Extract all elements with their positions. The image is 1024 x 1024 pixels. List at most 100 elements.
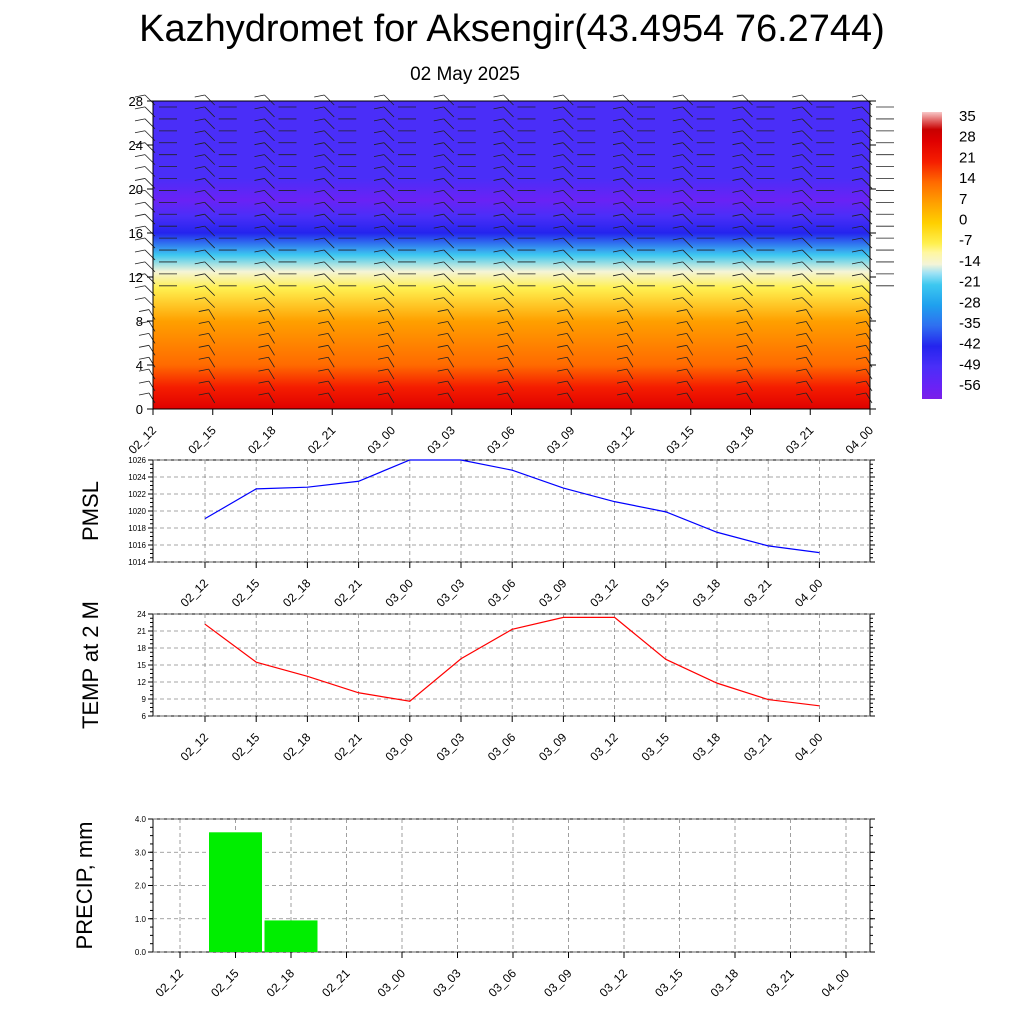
wind-barb [566, 357, 574, 368]
wind-barb [327, 368, 335, 380]
colorbar-label: 28 [959, 129, 976, 146]
chart-title: Kazhydromet for Aksengir(43.4954 76.2744… [139, 8, 885, 50]
wind-barb-flag [373, 213, 385, 217]
wind-barb [443, 118, 455, 130]
wind-barb [208, 345, 216, 356]
wind-barb-flag [433, 154, 444, 157]
wind-barb-flag [732, 225, 743, 229]
x-tick-label: 04_00 [819, 966, 853, 1000]
wind-barb-flag [138, 309, 150, 312]
wind-barb-flag [732, 178, 743, 181]
wind-barb-flag [676, 344, 687, 348]
wind-barb-flag [792, 106, 803, 110]
wind-barb [801, 142, 813, 153]
wind-barb-flag [612, 166, 624, 169]
x-tick-label: 03_15 [663, 423, 697, 457]
wind-barb-flag [557, 392, 568, 396]
wind-barb-flag [612, 94, 624, 98]
temp2m-panel: 6 9 12 15 18 21 24 02_12 02_15 02_18 02_21 03_00 03_… [78, 601, 875, 764]
wind-barb-flag [672, 273, 683, 277]
wind-barb-flag [612, 297, 624, 301]
wind-barb-flag [373, 201, 385, 205]
wind-barb-flag [796, 392, 807, 396]
wind-barb-flag [254, 273, 265, 277]
wind-barb [387, 309, 395, 320]
wind-barb-flag [553, 118, 564, 122]
wind-barb-flag [851, 154, 863, 157]
wind-barb [323, 118, 335, 130]
wind-barb [865, 368, 873, 380]
y-tick-label: 12 [129, 270, 143, 285]
wind-barb-flag [194, 213, 205, 217]
wind-barb-flag [672, 261, 683, 265]
wind-barb [323, 166, 335, 177]
wind-barb-flag [732, 249, 743, 253]
wind-barb-flag [672, 154, 683, 157]
wind-barb-flag [616, 380, 628, 384]
wind-barb [742, 154, 753, 165]
wind-barb-flag [672, 249, 683, 253]
wind-barb [264, 142, 275, 153]
wind-barb-flag [736, 344, 747, 348]
wind-barb-flag [373, 237, 385, 241]
x-tick-label: 03_06 [486, 966, 520, 1000]
y-tick-label: 1018 [128, 524, 146, 533]
wind-barb-flag [792, 297, 803, 301]
wind-barb [682, 190, 694, 201]
wind-barb-flag [851, 261, 863, 265]
wind-barb-flag [557, 309, 568, 312]
wind-barb [562, 178, 574, 189]
wind-barb [622, 166, 634, 177]
wind-barb [208, 368, 216, 380]
wind-barb-flag [672, 142, 683, 146]
wind-barb-flag [553, 189, 564, 193]
wind-barb-flag [314, 261, 325, 265]
wind-barb [268, 380, 275, 392]
x-tick-label: 03_15 [638, 576, 672, 610]
wind-barb [626, 321, 634, 332]
wind-barb [323, 297, 335, 308]
wind-barb [865, 357, 873, 368]
wind-barb [742, 130, 753, 142]
y-tick-label: 15 [137, 661, 146, 670]
wind-barb [383, 225, 395, 237]
wind-barb [507, 357, 514, 368]
wind-barb-flag [792, 94, 803, 98]
wind-barb-flag [851, 249, 863, 253]
wind-barb-flag [553, 106, 564, 110]
wind-barb-flag [377, 392, 389, 396]
wind-barb-flag [437, 321, 448, 324]
wind-barb-flag [612, 106, 624, 110]
wind-barb-flag [194, 130, 205, 134]
wind-barb [503, 190, 514, 201]
wind-barb-flag [855, 344, 867, 348]
wind-barb [208, 357, 216, 368]
wind-barb [562, 273, 574, 285]
wind-barb [208, 321, 216, 332]
x-tick-label: 02_12 [126, 423, 160, 457]
wind-barb-flag [254, 166, 265, 169]
wind-barb [507, 309, 514, 320]
wind-barb-flag [616, 344, 628, 348]
wind-barb [323, 190, 335, 201]
wind-barb-flag [796, 321, 807, 324]
wind-barb [323, 225, 335, 237]
wind-barb-flag [254, 213, 265, 217]
x-tick-label: 03_18 [690, 730, 724, 764]
wind-barb [682, 118, 694, 130]
wind-barb [566, 333, 574, 344]
wind-barb [443, 249, 455, 261]
wind-barb-flag [314, 142, 325, 146]
wind-barb [148, 357, 156, 368]
wind-barb [566, 380, 574, 392]
wind-barb [148, 368, 156, 380]
wind-barb [383, 94, 395, 106]
wind-barb [507, 368, 514, 380]
wind-barb [566, 368, 574, 380]
wind-barb-flag [134, 213, 146, 217]
wind-barb-flag [254, 142, 265, 146]
wind-barb [622, 106, 634, 118]
wind-barb-flag [855, 380, 867, 384]
wind-barb [268, 309, 275, 320]
wind-barb [562, 237, 574, 249]
